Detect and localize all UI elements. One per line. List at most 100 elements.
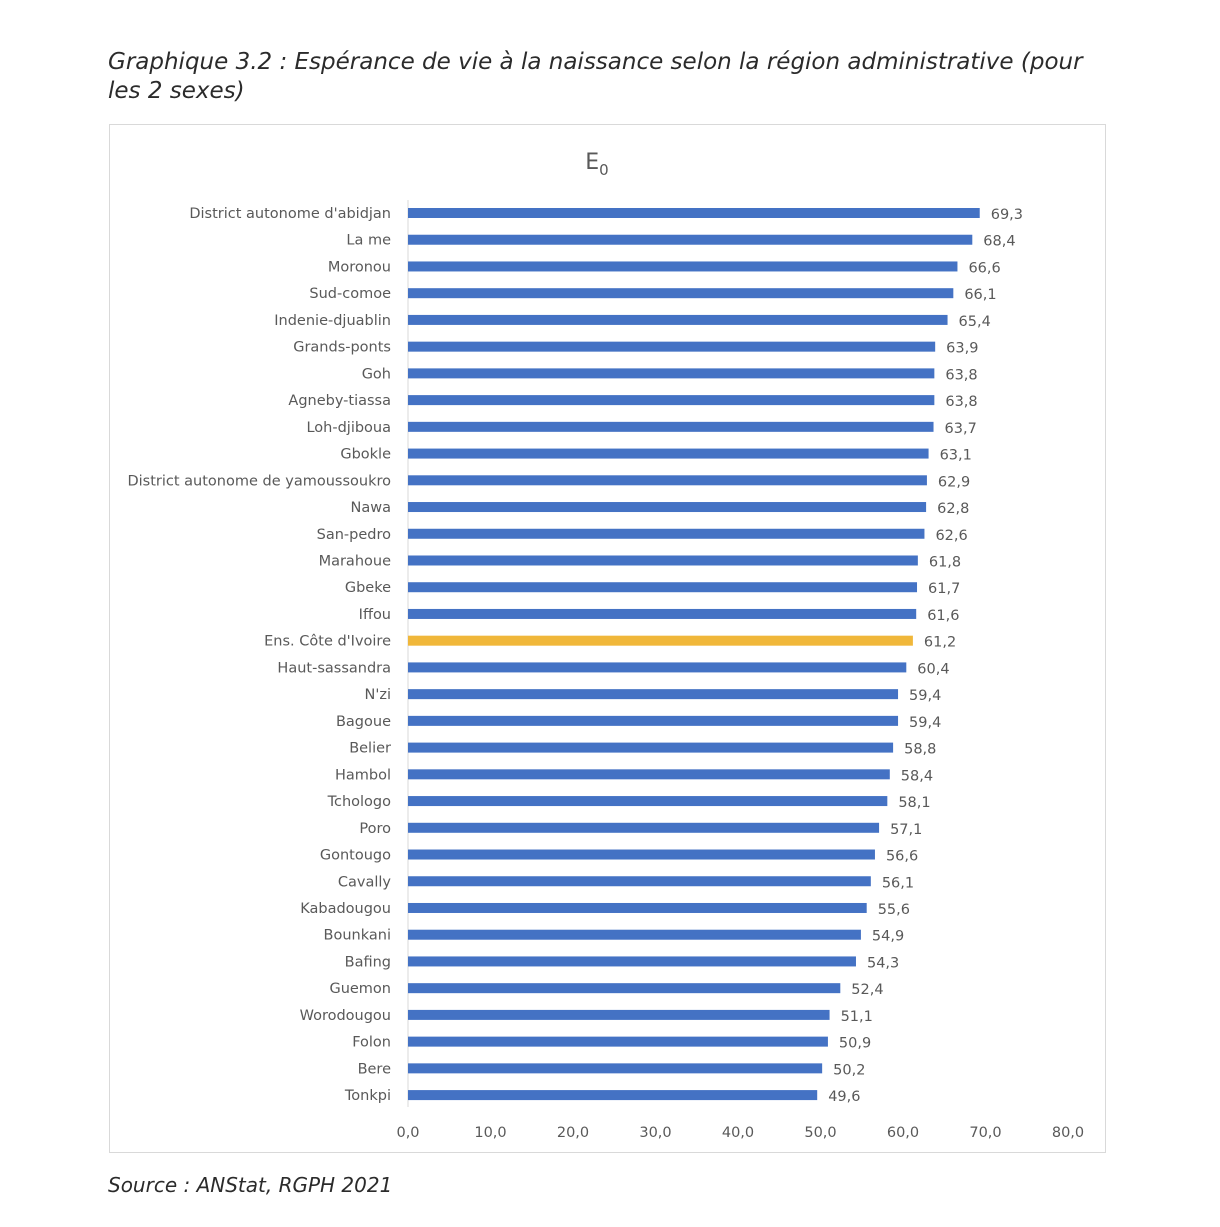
x-tick-label-4: 40,0 <box>722 1125 754 1141</box>
bar-5 <box>408 341 936 352</box>
category-label-4: Indenie-djuablin <box>274 313 391 329</box>
bar-22 <box>408 796 888 807</box>
category-label-16: Ens. Côte d'Ivoire <box>264 634 391 650</box>
value-label-10: 62,9 <box>938 474 970 490</box>
category-label-19: Bagoue <box>336 714 391 730</box>
category-label-0: District autonome d'abidjan <box>189 206 391 222</box>
value-label-32: 50,2 <box>833 1062 865 1078</box>
category-label-31: Folon <box>352 1035 391 1051</box>
source-note: Source : ANStat, RGPH 2021 <box>108 1173 393 1197</box>
bar-30 <box>408 1009 830 1020</box>
value-label-30: 51,1 <box>841 1009 873 1025</box>
category-label-8: Loh-djiboua <box>306 420 391 436</box>
value-label-27: 54,9 <box>872 929 904 945</box>
bar-23 <box>408 822 880 833</box>
value-label-25: 56,1 <box>882 875 914 891</box>
value-label-31: 50,9 <box>839 1036 871 1052</box>
bar-17 <box>408 662 907 673</box>
value-label-21: 58,4 <box>901 768 933 784</box>
value-label-0: 69,3 <box>991 207 1023 223</box>
value-label-24: 56,6 <box>886 849 918 865</box>
x-tick-label-0: 0,0 <box>396 1125 419 1141</box>
value-label-8: 63,7 <box>945 421 977 437</box>
bar-18 <box>408 689 899 700</box>
value-label-16: 61,2 <box>924 635 956 651</box>
category-label-15: Iffou <box>359 607 391 623</box>
bars-group <box>408 208 980 1101</box>
category-label-25: Cavally <box>338 874 392 890</box>
value-label-29: 52,4 <box>851 982 883 998</box>
value-label-23: 57,1 <box>890 822 922 838</box>
value-label-6: 63,8 <box>945 367 977 383</box>
bar-7 <box>408 395 935 406</box>
value-label-12: 62,6 <box>935 528 967 544</box>
category-label-18: N'zi <box>365 687 391 703</box>
x-tick-label-3: 30,0 <box>639 1125 671 1141</box>
category-label-17: Haut-sassandra <box>277 660 391 676</box>
value-label-14: 61,7 <box>928 581 960 597</box>
bar-11 <box>408 502 927 513</box>
category-label-6: Goh <box>362 366 391 382</box>
bar-13 <box>408 555 918 566</box>
chart-title: E0 <box>585 150 608 179</box>
bar-26 <box>408 902 867 913</box>
value-label-15: 61,6 <box>927 608 959 624</box>
bar-3 <box>408 288 954 299</box>
bar-20 <box>408 742 894 753</box>
bar-14 <box>408 582 918 593</box>
x-tick-label-7: 70,0 <box>969 1125 1001 1141</box>
category-label-2: Moronou <box>328 259 391 275</box>
category-label-1: La me <box>346 233 391 249</box>
bar-33 <box>408 1090 818 1101</box>
category-label-33: Tonkpi <box>344 1088 391 1104</box>
category-label-27: Bounkani <box>324 928 391 944</box>
category-label-12: San-pedro <box>317 527 391 543</box>
bar-15 <box>408 608 917 619</box>
value-label-9: 63,1 <box>940 448 972 464</box>
bar-25 <box>408 876 871 887</box>
value-label-11: 62,8 <box>937 501 969 517</box>
category-labels-group: District autonome d'abidjan La me Moronou S… <box>127 206 391 1104</box>
chart-title-main: E <box>585 150 599 175</box>
x-tick-labels-group: 0,0 10,0 20,0 30,0 40,0 50,0 60,0 70,0 80,0 <box>396 1125 1084 1141</box>
x-tick-label-8: 80,0 <box>1052 1125 1084 1141</box>
chart-frame: E0 District autonome d'abidjan La me Moron… <box>109 124 1106 1153</box>
bar-24 <box>408 849 875 860</box>
value-label-18: 59,4 <box>909 688 941 704</box>
category-label-28: Bafing <box>345 954 391 970</box>
category-label-20: Belier <box>349 741 391 757</box>
value-label-3: 66,1 <box>964 287 996 303</box>
bar-1 <box>408 234 973 245</box>
bar-19 <box>408 715 899 726</box>
bar-chart: E0 District autonome d'abidjan La me Moron… <box>127 150 1084 1141</box>
category-label-11: Nawa <box>351 500 391 516</box>
caption-line-1: Graphique 3.2 : Espérance de vie à la na… <box>108 49 1083 75</box>
category-label-32: Bere <box>358 1061 392 1077</box>
category-label-9: Gbokle <box>340 447 391 463</box>
value-label-13: 61,8 <box>929 554 961 570</box>
value-label-19: 59,4 <box>909 715 941 731</box>
bar-31 <box>408 1036 828 1047</box>
bar-0 <box>408 208 980 218</box>
bar-2 <box>408 261 958 272</box>
bar-8 <box>408 421 934 432</box>
value-label-17: 60,4 <box>917 661 949 677</box>
category-label-21: Hambol <box>335 767 391 783</box>
bar-16 <box>408 635 913 646</box>
bar-4 <box>408 314 948 325</box>
category-label-5: Grands-ponts <box>293 340 391 356</box>
category-label-30: Worodougou <box>300 1008 391 1024</box>
category-label-3: Sud-comoe <box>309 286 391 302</box>
bar-28 <box>408 956 856 967</box>
category-label-26: Kabadougou <box>300 901 391 917</box>
value-label-4: 65,4 <box>959 314 991 330</box>
bar-10 <box>408 475 927 486</box>
x-tick-label-5: 50,0 <box>804 1125 836 1141</box>
bar-9 <box>408 448 929 459</box>
value-label-28: 54,3 <box>867 955 899 971</box>
value-label-7: 63,8 <box>945 394 977 410</box>
x-tick-label-1: 10,0 <box>474 1125 506 1141</box>
caption-line-2: les 2 sexes) <box>108 78 245 104</box>
value-label-2: 66,6 <box>968 260 1000 276</box>
value-label-20: 58,8 <box>904 742 936 758</box>
